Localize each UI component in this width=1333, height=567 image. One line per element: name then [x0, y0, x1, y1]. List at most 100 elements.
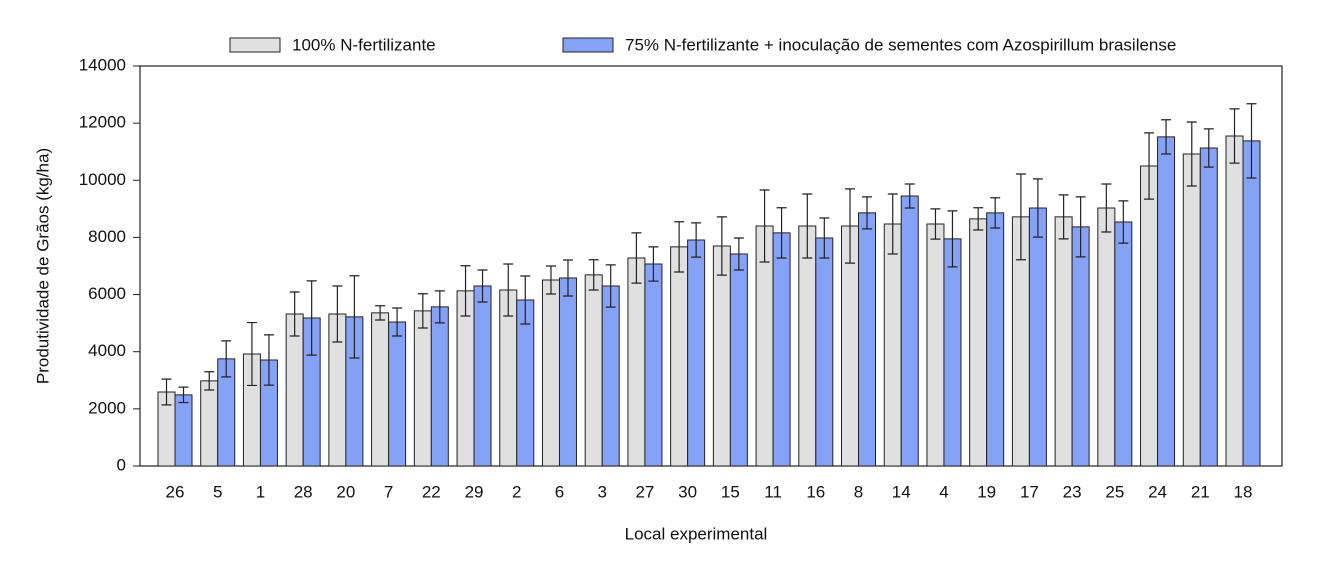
error-bar — [417, 293, 428, 329]
error-bar — [759, 189, 770, 263]
bar — [1199, 147, 1218, 467]
error-bar — [562, 259, 573, 297]
bar — [926, 223, 945, 467]
bar — [601, 285, 620, 467]
bar — [1242, 140, 1261, 467]
y-axis-title: Produtividade de Grãos (kg/ha) — [33, 148, 52, 384]
error-bar — [263, 334, 274, 386]
error-bar — [1203, 128, 1214, 168]
bar — [1114, 221, 1133, 467]
error-bar — [1246, 103, 1257, 179]
y-tick-label: 12000 — [79, 113, 126, 132]
x-tick-label: 23 — [1063, 482, 1082, 501]
error-bar — [503, 263, 514, 317]
error-bar — [392, 307, 403, 337]
error-bar — [588, 259, 599, 291]
plot-frame — [139, 65, 1283, 467]
error-bar — [733, 237, 744, 271]
y-tick-label: 14000 — [79, 55, 126, 74]
bar — [1140, 165, 1159, 467]
bar — [413, 310, 432, 467]
x-tick-label: 28 — [294, 482, 313, 501]
x-tick-label: 8 — [854, 482, 863, 501]
bar — [1071, 226, 1090, 467]
y-tick-label: 2000 — [88, 398, 126, 417]
x-tick-label: 30 — [678, 482, 697, 501]
x-tick-label: 3 — [597, 482, 606, 501]
y-tick-label: 6000 — [88, 284, 126, 303]
legend-label: 75% N-fertilizante + inoculação de semen… — [625, 35, 1176, 54]
x-tick-label: 2 — [512, 482, 521, 501]
error-bar — [178, 386, 189, 404]
error-bar — [776, 207, 787, 259]
x-axis-title: Local experimental — [625, 524, 768, 543]
bar — [430, 306, 449, 467]
error-bar — [1032, 178, 1043, 238]
error-bar — [862, 196, 873, 230]
bar — [1157, 136, 1176, 467]
y-tick-label: 4000 — [88, 341, 126, 360]
x-tick-label: 7 — [384, 482, 393, 501]
bar — [1028, 207, 1047, 467]
x-tick-label: 22 — [422, 482, 441, 501]
error-bar — [289, 291, 300, 337]
bar — [883, 223, 902, 467]
bar — [1097, 207, 1116, 467]
x-tick-label: 6 — [555, 482, 564, 501]
error-bar — [631, 232, 642, 284]
error-bar — [691, 222, 702, 258]
x-tick-label: 26 — [166, 482, 185, 501]
error-bar — [349, 275, 360, 359]
bar — [388, 321, 407, 467]
bar — [285, 313, 304, 467]
error-bar — [1229, 108, 1240, 164]
bar — [729, 253, 748, 467]
x-tick-label: 14 — [892, 482, 911, 501]
x-tick-label: 1 — [256, 482, 265, 501]
error-bar — [477, 269, 488, 303]
x-tick-label: 20 — [336, 482, 355, 501]
error-bar — [1101, 183, 1112, 233]
error-bar — [947, 210, 958, 268]
error-bar — [221, 340, 232, 378]
bar — [858, 212, 877, 467]
y-tick-label: 10000 — [79, 170, 126, 189]
bar — [772, 232, 791, 467]
error-bar — [1015, 173, 1026, 261]
error-bar — [520, 275, 531, 325]
bar — [644, 263, 663, 467]
bar — [473, 285, 492, 467]
x-tick-label: 25 — [1105, 482, 1124, 501]
bar — [943, 238, 962, 467]
error-bar — [674, 221, 685, 273]
bar — [687, 239, 706, 467]
bar — [174, 394, 193, 467]
error-bar — [802, 193, 813, 259]
x-tick-label: 24 — [1148, 482, 1167, 501]
bar — [456, 290, 475, 467]
error-bar — [845, 188, 856, 264]
x-tick-label: 27 — [635, 482, 654, 501]
legend-swatch — [229, 37, 281, 53]
x-tick-label: 18 — [1234, 482, 1253, 501]
x-tick-label: 4 — [939, 482, 948, 501]
error-bar — [904, 183, 915, 209]
error-bar — [716, 216, 727, 276]
bar — [516, 299, 535, 467]
bar — [969, 218, 988, 467]
x-tick-label: 5 — [213, 482, 222, 501]
x-tick-label: 19 — [977, 482, 996, 501]
error-bar — [819, 217, 830, 259]
x-tick-label: 17 — [1020, 482, 1039, 501]
error-bar — [1144, 132, 1155, 200]
error-bar — [161, 378, 172, 406]
x-tick-label: 29 — [465, 482, 484, 501]
x-tick-label: 11 — [764, 482, 782, 501]
error-bar — [930, 208, 941, 240]
bar — [798, 225, 817, 467]
error-bar — [545, 265, 556, 295]
y-tick-label: 8000 — [88, 227, 126, 246]
error-bar — [306, 280, 317, 356]
error-bar — [246, 321, 257, 387]
